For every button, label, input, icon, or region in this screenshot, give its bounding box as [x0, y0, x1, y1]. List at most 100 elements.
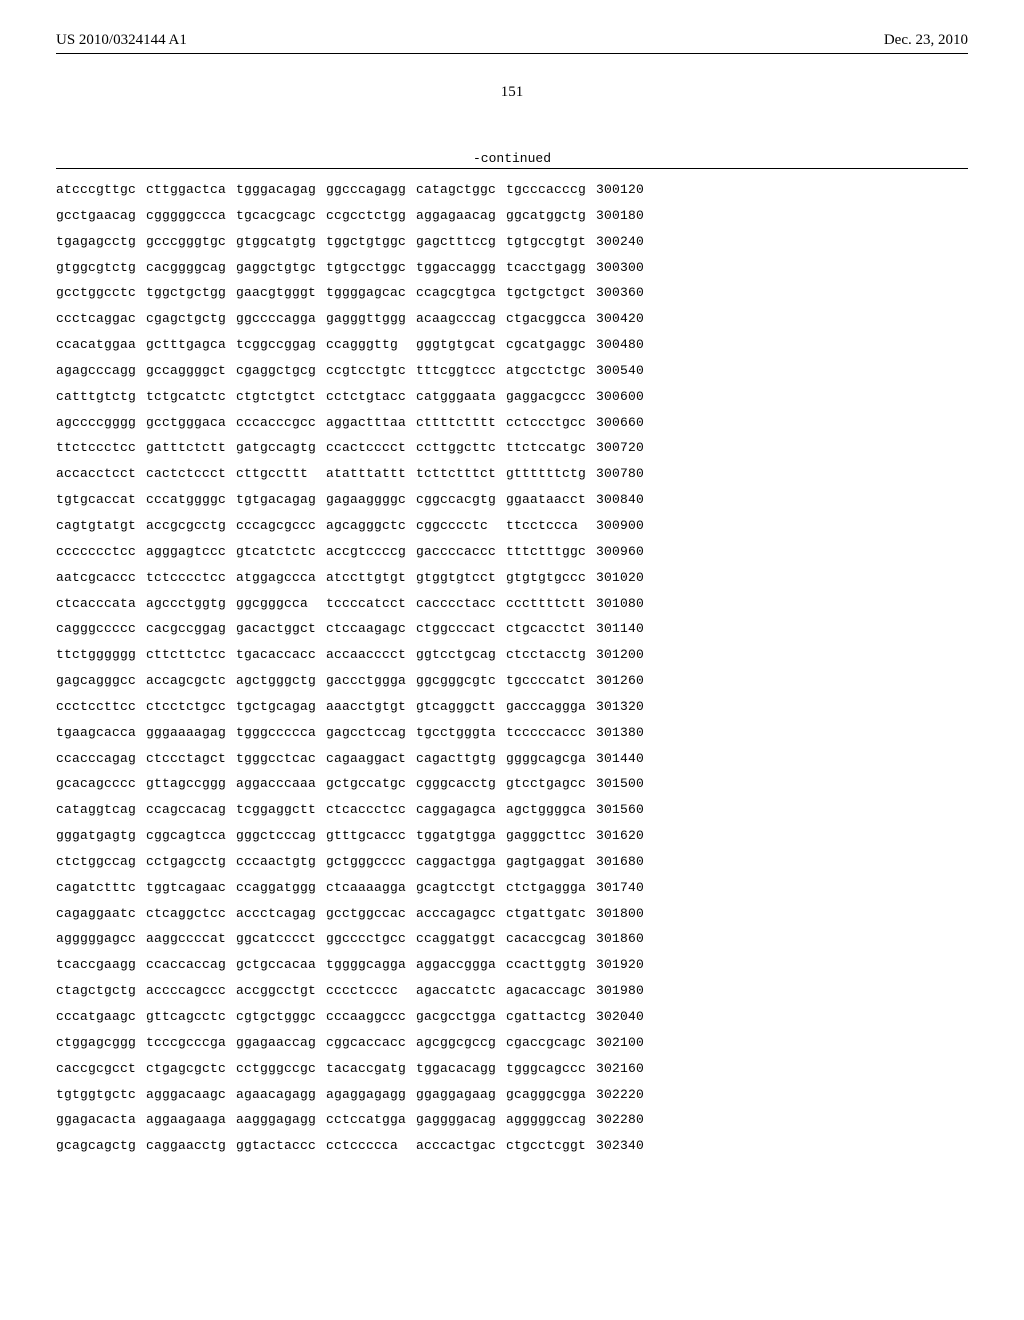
sequence-group: ccactcccct: [326, 441, 416, 454]
sequence-group: tacaccgatg: [326, 1062, 416, 1075]
sequence-group: cgtgctgggc: [236, 1010, 326, 1023]
sequence-group: tggggagcac: [326, 286, 416, 299]
sequence-group: tgggacagag: [236, 183, 326, 196]
sequence-row: gcctggcctctggctgctgggaacgtgggttggggagcac…: [56, 286, 968, 299]
sequence-group: tgacaccacc: [236, 648, 326, 661]
sequence-position: 300240: [596, 235, 656, 248]
sequence-group: gagcagggcc: [56, 674, 146, 687]
sequence-group: ccagggttg: [326, 338, 416, 351]
sequence-group: ccaggatggg: [236, 881, 326, 894]
sequence-group: ctcctctgcc: [146, 700, 236, 713]
sequence-group: cgaccgcagc: [506, 1036, 596, 1049]
sequence-group: tccccatcct: [326, 597, 416, 610]
sequence-group: gcccgggtgc: [146, 235, 236, 248]
sequence-group: tttcggtccc: [416, 364, 506, 377]
sequence-group: cggcccctc: [416, 519, 506, 532]
sequence-group: ctccaagagc: [326, 622, 416, 635]
sequence-group: catagctggc: [416, 183, 506, 196]
sequence-group: gaggggacag: [416, 1113, 506, 1126]
sequence-group: gtcatctctc: [236, 545, 326, 558]
sequence-position: 300540: [596, 364, 656, 377]
sequence-group: catttgtctg: [56, 390, 146, 403]
sequence-group: acaagcccag: [416, 312, 506, 325]
sequence-group: tggggcagga: [326, 958, 416, 971]
sequence-group: gtcagggctt: [416, 700, 506, 713]
sequence-row: ccacccagagctccctagcttgggcctcaccagaaggact…: [56, 752, 968, 765]
sequence-group: cccaactgtg: [236, 855, 326, 868]
sequence-group: tcggaggctt: [236, 803, 326, 816]
sequence-row: ctggagcgggtcccgcccgaggagaaccagcggcaccacc…: [56, 1036, 968, 1049]
sequence-position: 302040: [596, 1010, 656, 1023]
sequence-row: ctcacccataagccctggtgggcgggccatccccatcctc…: [56, 597, 968, 610]
sequence-row: agggggagccaaggccccatggcatcccctggcccctgcc…: [56, 932, 968, 945]
sequence-group: ggtactaccc: [236, 1139, 326, 1152]
sequence-row: ttctccctccgatttctcttgatgccagtgccactcccct…: [56, 441, 968, 454]
sequence-position: 300480: [596, 338, 656, 351]
sequence-group: cacccctacc: [416, 597, 506, 610]
sequence-row: aatcgcaccctctcccctccatggagcccaatccttgtgt…: [56, 571, 968, 584]
sequence-group: gcctggcctc: [56, 286, 146, 299]
sequence-group: agctggggca: [506, 803, 596, 816]
sequence-group: cttcttctcc: [146, 648, 236, 661]
sequence-position: 300960: [596, 545, 656, 558]
sequence-group: aggacccaaa: [236, 777, 326, 790]
sequence-row: tgtgcaccatcccatggggctgtgacagaggagaaggggc…: [56, 493, 968, 506]
sequence-position: 301500: [596, 777, 656, 790]
sequence-position: 301380: [596, 726, 656, 739]
sequence-position: 301980: [596, 984, 656, 997]
sequence-group: tgtgcctggc: [326, 261, 416, 274]
sequence-group: cctccctgcc: [506, 416, 596, 429]
sequence-top-rule: [56, 168, 968, 169]
sequence-group: caggaacctg: [146, 1139, 236, 1152]
sequence-group: gcagtcctgt: [416, 881, 506, 894]
sequence-group: cggcaccacc: [326, 1036, 416, 1049]
sequence-group: ctctgaggga: [506, 881, 596, 894]
sequence-group: tgctgcagag: [236, 700, 326, 713]
sequence-group: gtcctgagcc: [506, 777, 596, 790]
sequence-group: gtgtgtgccc: [506, 571, 596, 584]
sequence-row: ccctccttccctcctctgcctgctgcagagaaacctgtgt…: [56, 700, 968, 713]
sequence-group: ccgcctctgg: [326, 209, 416, 222]
sequence-group: gaccctggga: [326, 674, 416, 687]
sequence-group: ccacccagag: [56, 752, 146, 765]
sequence-row: atcccgttgccttggactcatgggacagagggcccagagg…: [56, 183, 968, 196]
sequence-group: agaacagagg: [236, 1088, 326, 1101]
sequence-group: aggactttaa: [326, 416, 416, 429]
sequence-position: 301620: [596, 829, 656, 842]
sequence-group: agcggcgccg: [416, 1036, 506, 1049]
sequence-group: gcctggccac: [326, 907, 416, 920]
sequence-group: gctgccatgc: [326, 777, 416, 790]
sequence-group: ccccccctcc: [56, 545, 146, 558]
sequence-group: ctcacccata: [56, 597, 146, 610]
sequence-group: cacaccgcag: [506, 932, 596, 945]
sequence-group: accccagccc: [146, 984, 236, 997]
sequence-group: gccaggggct: [146, 364, 236, 377]
sequence-position: 301260: [596, 674, 656, 687]
sequence-group: cgcatgaggc: [506, 338, 596, 351]
sequence-group: ggaggagaag: [416, 1088, 506, 1101]
sequence-group: ttctgggggg: [56, 648, 146, 661]
sequence-row: cccatgaagcgttcagcctccgtgctgggccccaaggccc…: [56, 1010, 968, 1023]
sequence-group: ctgtctgtct: [236, 390, 326, 403]
sequence-group: cccttttctt: [506, 597, 596, 610]
sequence-group: gacgcctgga: [416, 1010, 506, 1023]
sequence-group: tgggcctcac: [236, 752, 326, 765]
sequence-group: cggccacgtg: [416, 493, 506, 506]
sequence-group: cagtgtatgt: [56, 519, 146, 532]
sequence-group: tgctgctgct: [506, 286, 596, 299]
sequence-group: tgtgccgtgt: [506, 235, 596, 248]
sequence-group: cccacccgcc: [236, 416, 326, 429]
sequence-group: tgtggtgctc: [56, 1088, 146, 1101]
sequence-group: tgtgacagag: [236, 493, 326, 506]
sequence-group: cacgccggag: [146, 622, 236, 635]
sequence-group: gagctttccg: [416, 235, 506, 248]
sequence-group: agaccatctc: [416, 984, 506, 997]
publication-number: US 2010/0324144 A1: [56, 32, 187, 49]
sequence-position: 300600: [596, 390, 656, 403]
sequence-group: ctgcacctct: [506, 622, 596, 635]
sequence-position: 300360: [596, 286, 656, 299]
sequence-group: gaccccaccc: [416, 545, 506, 558]
sequence-position: 301320: [596, 700, 656, 713]
sequence-row: gtggcgtctgcacggggcaggaggctgtgctgtgcctggc…: [56, 261, 968, 274]
sequence-group: gcagggcgga: [506, 1088, 596, 1101]
